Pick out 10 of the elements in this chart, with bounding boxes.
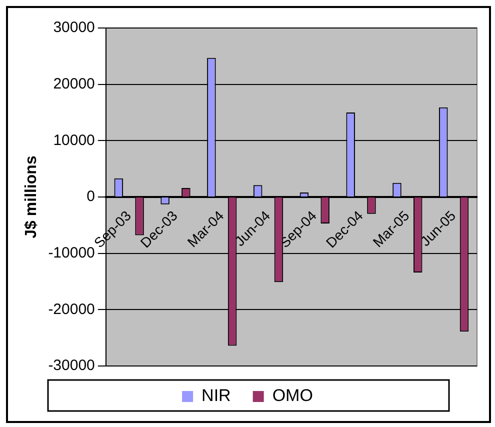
y-tick-label: 20000 — [53, 75, 95, 92]
y-tick-label: -20000 — [48, 300, 95, 318]
y-tick-label: 0 — [86, 188, 95, 206]
legend-label: OMO — [272, 386, 313, 406]
y-tick-label: 10000 — [53, 132, 95, 149]
y-tick-label: -30000 — [48, 357, 95, 374]
y-tick-label: 30000 — [53, 19, 95, 36]
y-tick-label: -10000 — [48, 244, 95, 262]
y-axis-title: J$ millions — [23, 156, 40, 238]
legend-label: NIR — [202, 386, 231, 406]
